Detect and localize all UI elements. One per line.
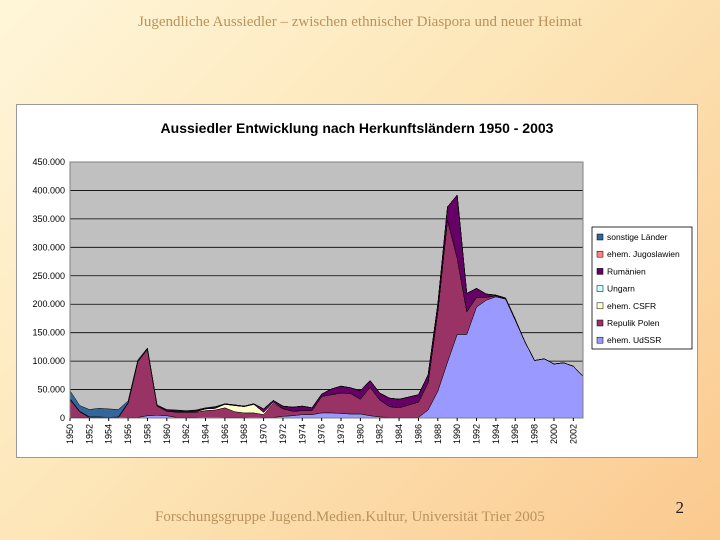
x-tick-label: 1974 <box>297 424 307 444</box>
y-tick-label: 300.000 <box>32 242 65 252</box>
y-tick-label: 200.000 <box>32 299 65 309</box>
legend-label: ehem. UdSSR <box>607 335 661 345</box>
page-number: 2 <box>675 498 685 517</box>
plot-border <box>69 161 584 419</box>
series-area <box>69 194 584 418</box>
footer-text: Forschungsgruppe Jugend.Medien.Kultur, U… <box>155 509 545 525</box>
legend-label: Repulik Polen <box>607 318 660 328</box>
x-tick-label: 1962 <box>181 424 191 444</box>
x-tick-label: 1972 <box>278 424 288 444</box>
legend-swatch <box>596 302 604 310</box>
x-tick-label: 1952 <box>84 424 94 444</box>
legend-label: ehem. CSFR <box>607 301 656 311</box>
y-tick-label: 450.000 <box>32 157 65 167</box>
x-tick-label: 1978 <box>336 424 346 444</box>
x-tick-label: 2000 <box>549 424 559 444</box>
legend-swatch <box>596 285 604 292</box>
axes <box>69 161 584 421</box>
y-axis-labels: 0 50.000 100.000 150.000 200.000 250.000 300.0… <box>32 157 65 423</box>
y-tick-label: 150.000 <box>32 328 65 338</box>
y-tick-label: 350.000 <box>32 214 65 224</box>
x-tick-label: 1954 <box>104 424 114 444</box>
slide-title: Jugendliche Aussiedler – zwischen ethnis… <box>137 14 583 30</box>
legend-label: Rumänien <box>607 266 646 276</box>
y-tick-label: 50.000 <box>37 385 65 395</box>
x-tick-label: 1994 <box>491 424 501 444</box>
y-tick-label: 400.000 <box>32 185 65 195</box>
legend-swatch <box>596 319 604 327</box>
legend-label: sonstige Länder <box>607 232 668 242</box>
x-tick-label: 1950 <box>65 424 75 444</box>
x-tick-label: 1996 <box>510 424 520 444</box>
x-tick-label: 1976 <box>317 424 327 444</box>
y-tick-label: 100.000 <box>32 356 65 366</box>
x-tick-label: 1960 <box>162 424 172 444</box>
x-tick-label: 2002 <box>568 424 578 444</box>
y-tick-label: 250.000 <box>32 271 65 281</box>
x-tick-label: 1992 <box>472 424 482 444</box>
x-tick-label: 1964 <box>201 424 211 444</box>
area-chart: Aussiedler Entwicklung nach Herkunftslän… <box>32 120 693 444</box>
x-tick-label: 1958 <box>142 424 152 444</box>
legend: sonstige Länder ehem. Jugoslawien Rumänien… <box>591 226 693 350</box>
legend-swatch <box>596 250 604 258</box>
x-axis-labels: 1950 1952 1954 1956 1958 1960 1962 1964 1966 1968… <box>65 424 578 444</box>
x-tick-label: 1986 <box>413 424 423 444</box>
x-tick-label: 1990 <box>452 424 462 444</box>
legend-swatch <box>596 268 604 275</box>
legend-label: ehem. Jugoslawien <box>607 249 680 259</box>
legend-swatch <box>596 233 604 241</box>
chart-container: Aussiedler Entwicklung nach Herkunftslän… <box>16 104 698 458</box>
legend-label: Ungarn <box>607 284 635 294</box>
y-tick-label: 0 <box>60 413 65 423</box>
x-tick-label: 1980 <box>355 424 365 444</box>
x-tick-label: 1998 <box>530 424 540 444</box>
legend-swatch <box>596 336 604 344</box>
x-tick-label: 1988 <box>433 424 443 444</box>
x-tick-label: 1966 <box>220 424 230 444</box>
x-tick-label: 1982 <box>375 424 385 444</box>
legend-box <box>591 226 693 350</box>
x-tick-label: 1968 <box>239 424 249 444</box>
x-tick-label: 1984 <box>394 424 404 444</box>
x-tick-label: 1970 <box>259 424 269 444</box>
x-tick-label: 1956 <box>123 424 133 444</box>
chart-title: Aussiedler Entwicklung nach Herkunftslän… <box>161 120 554 136</box>
